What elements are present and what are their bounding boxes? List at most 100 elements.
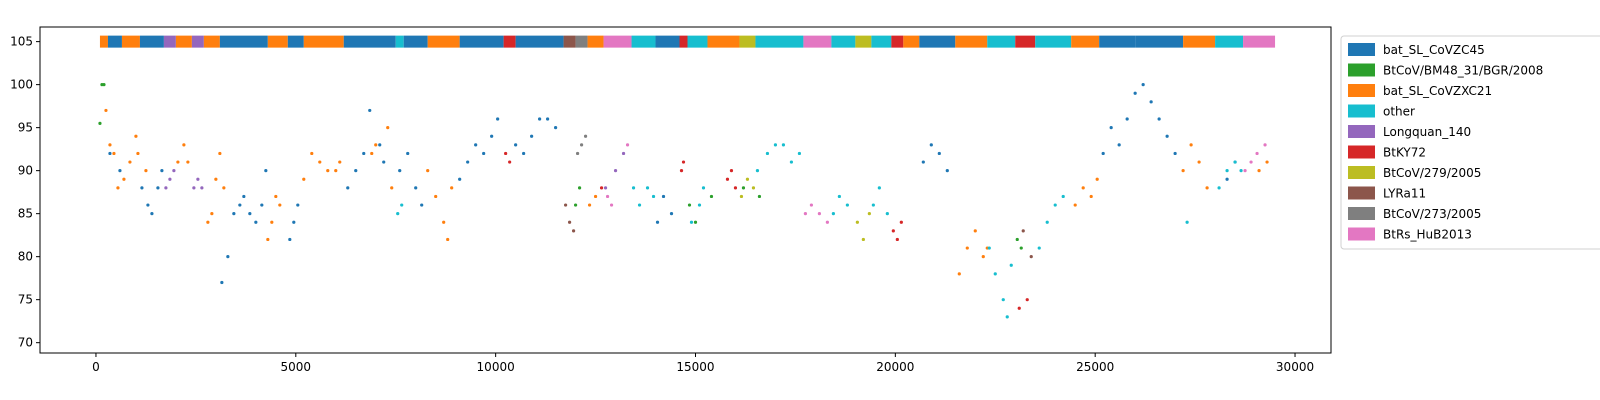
data-point: [645, 186, 650, 190]
data-point: [406, 151, 410, 156]
data-point: [458, 177, 462, 181]
strip-segment: [175, 35, 192, 48]
data-point: [128, 160, 132, 164]
strip-segment: [287, 35, 304, 48]
data-point: [1089, 194, 1093, 199]
legend-swatch: [1348, 227, 1375, 241]
strip-segment: [1099, 35, 1136, 48]
strip-segment: [831, 35, 856, 48]
data-point: [1095, 177, 1099, 181]
legend-swatch: [1348, 207, 1375, 220]
data-point: [755, 169, 760, 173]
data-point: [504, 151, 508, 156]
strip-segment: [903, 35, 920, 48]
data-point: [945, 169, 949, 173]
data-point: [116, 186, 120, 190]
data-point: [242, 194, 246, 199]
data-point: [651, 194, 656, 199]
data-point: [681, 160, 686, 164]
strip-segment: [563, 35, 576, 48]
data-point: [631, 186, 636, 190]
legend-swatch: [1348, 63, 1375, 77]
data-point: [1181, 169, 1185, 173]
data-point: [136, 151, 140, 156]
data-point: [655, 220, 660, 224]
legend-label: bat_SL_CoVZC45: [1383, 43, 1485, 57]
data-point: [334, 169, 338, 173]
data-point: [1017, 306, 1021, 310]
data-point: [266, 237, 270, 242]
strip-segment: [191, 35, 204, 48]
data-point: [599, 186, 604, 190]
data-point: [192, 186, 196, 190]
data-point: [146, 203, 150, 207]
data-point: [577, 186, 582, 190]
x-tick-label: 15000: [676, 360, 714, 374]
data-point: [669, 212, 674, 216]
data-point: [855, 220, 859, 224]
data-point: [701, 186, 706, 190]
data-point: [803, 212, 808, 216]
data-point: [1189, 143, 1193, 147]
data-point: [226, 255, 230, 259]
data-point: [168, 177, 172, 181]
data-point: [260, 203, 264, 207]
data-point: [482, 151, 486, 156]
data-point: [270, 220, 274, 224]
strip-segment: [1215, 35, 1244, 48]
y-tick-label: 80: [18, 250, 33, 264]
data-point: [508, 160, 512, 164]
data-point: [1239, 169, 1243, 173]
y-tick-label: 100: [10, 78, 33, 92]
data-point: [474, 143, 478, 147]
data-point: [396, 212, 400, 216]
y-tick-label: 85: [18, 207, 33, 221]
data-point: [326, 169, 330, 173]
data-point: [442, 220, 446, 224]
strip-segment: [655, 35, 680, 48]
data-point: [232, 212, 236, 216]
data-point: [522, 151, 526, 156]
data-point: [446, 237, 450, 242]
genome-strip: [99, 35, 1276, 48]
strip-segment: [403, 35, 428, 48]
data-point: [579, 143, 584, 147]
data-point: [374, 143, 378, 147]
data-point: [434, 194, 438, 199]
strip-segment: [99, 35, 108, 48]
data-point: [172, 169, 176, 173]
strip-segment: [139, 35, 164, 48]
strip-segment: [587, 35, 604, 48]
data-point: [254, 220, 258, 224]
data-point: [144, 169, 148, 173]
data-point: [1073, 203, 1077, 207]
data-point: [1243, 169, 1247, 173]
data-point: [414, 186, 418, 190]
data-point: [809, 203, 814, 207]
data-point: [1255, 151, 1259, 156]
data-point: [390, 186, 394, 190]
data-point: [220, 280, 224, 285]
data-point: [981, 255, 985, 259]
data-point: [302, 177, 306, 181]
data-point: [274, 194, 278, 199]
data-point: [613, 169, 618, 173]
y-tick-label: 105: [10, 35, 33, 49]
data-point: [697, 203, 702, 207]
data-point: [108, 151, 112, 156]
data-point: [1197, 160, 1201, 164]
strip-segment: [603, 35, 632, 48]
strip-segment: [1243, 35, 1276, 48]
data-point: [1117, 143, 1121, 147]
data-point: [757, 194, 762, 199]
data-point: [182, 143, 186, 147]
y-tick-label: 95: [18, 121, 33, 135]
strip-segment: [121, 35, 140, 48]
data-point: [98, 121, 102, 125]
data-point: [867, 212, 871, 216]
data-point: [538, 117, 542, 121]
data-point: [420, 203, 424, 207]
legend-label: BtCoV/279/2005: [1383, 166, 1481, 180]
data-point: [288, 237, 292, 242]
